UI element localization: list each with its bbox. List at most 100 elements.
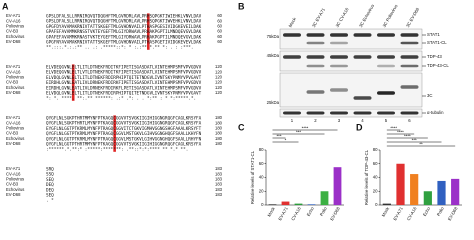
virus-name: Echovirus xyxy=(6,85,24,90)
bar xyxy=(294,203,303,205)
panel-label: A xyxy=(2,1,9,11)
sig-label: ** xyxy=(419,142,423,147)
band xyxy=(353,55,372,59)
sig-label: *** xyxy=(412,138,417,143)
virus-name: CV-A16 xyxy=(6,69,21,74)
lane-number: 2 xyxy=(314,118,317,123)
x-tick-label: Echo xyxy=(306,206,316,218)
virus-name: Echovirus xyxy=(6,136,24,141)
lane-label: 3C Echovirus xyxy=(358,3,375,28)
position: 183 xyxy=(215,177,223,182)
sig-label: *** xyxy=(296,130,301,135)
virus-name: CV-A16 xyxy=(6,120,21,125)
virus-name: CV-B3 xyxy=(6,29,19,34)
position: 180 xyxy=(215,141,223,146)
x-tick-label: EV-A71 xyxy=(277,206,289,222)
sequence: QYGFLNLSGKPTHRTLMYNFPTKAGQCGGVVTSVGKIIGI… xyxy=(46,121,202,127)
band xyxy=(400,33,419,37)
sequence: QYGFLNLSGKPTHRTMMYNFPTKAGQCGGVVTSVGKIIGI… xyxy=(46,116,202,122)
bar xyxy=(410,174,419,205)
band xyxy=(353,96,372,100)
virus-name: Echovirus xyxy=(6,34,24,39)
y-tick-label: 20 xyxy=(373,188,378,193)
position: 183 xyxy=(215,166,223,171)
position: 120 xyxy=(215,80,223,85)
band xyxy=(377,111,395,115)
band xyxy=(400,55,419,59)
band xyxy=(330,111,348,115)
sequence: GPGFDYAVAMAKRNIVTATTSKGEFTMLGVHDNVAILPTH… xyxy=(46,24,202,30)
virus-name: CV-B3 xyxy=(6,131,19,136)
virus-name: EV-D68 xyxy=(6,90,21,95)
position: 183 xyxy=(215,187,223,192)
panel-label: C xyxy=(238,122,245,132)
lane-label: 3C EV-D68 xyxy=(405,6,420,28)
band xyxy=(400,85,419,89)
virus-name: CV-A16 xyxy=(6,171,21,176)
y-tick-label: 20 xyxy=(259,188,264,193)
band xyxy=(306,55,325,59)
x-tick-label: Polio xyxy=(436,206,445,217)
sequence: GPAFEFAVAMMKRNSSTVKTEYGEFTMLGIYDRWAVLPRH… xyxy=(46,29,202,35)
virus-name: Poliovirus xyxy=(6,177,24,182)
blot-panel xyxy=(279,72,423,108)
virus-name: Echovirus xyxy=(6,187,24,192)
position: 180 xyxy=(215,115,223,120)
lane-number: 6 xyxy=(408,118,411,123)
sequence: GPAFEFAVAMMKRNASTVKTEYGEFTMLGIYDRWAVLPRH… xyxy=(46,34,202,40)
band xyxy=(330,41,348,45)
band xyxy=(353,33,372,37)
band xyxy=(306,90,325,94)
consensus: . * xyxy=(46,198,54,204)
band xyxy=(377,64,395,68)
sequence: ELVDQLGVNLELTLITLDTNEKFRDIRPHIPTQITETNDG… xyxy=(46,75,202,81)
x-tick-label: Echo xyxy=(422,206,432,218)
x-tick-label: EV-D68 xyxy=(329,206,341,222)
sequence: ELVDEQGVNLELTLITLDTNEKFRDITKFIPETISGASDA… xyxy=(46,65,202,71)
virus-name: EV-A71 xyxy=(6,166,21,171)
sig-label: **** xyxy=(404,134,411,139)
band xyxy=(306,64,325,68)
bar xyxy=(382,203,391,205)
highlight xyxy=(113,115,116,152)
virus-name: Poliovirus xyxy=(6,75,24,80)
virus-name: EV-A71 xyxy=(6,115,21,120)
sequence: GPSLDFALSLLRRNIRQVQTDQGHFTMLGVRDRLAVLPRH… xyxy=(46,14,202,20)
virus-name: CV-A16 xyxy=(6,18,21,23)
sequence: QYGFLNLGGTPTKRMLMYNFPTRAGQCGGVLMSTGKVLGI… xyxy=(46,136,202,142)
y-tick-label: 40 xyxy=(373,175,378,180)
y-tick-label: 80 xyxy=(259,147,264,152)
bar xyxy=(333,167,342,205)
sequence: ELVDEQGVNLELTLVTLDTNEKFRDITKFIPETISGASDA… xyxy=(46,70,202,76)
band xyxy=(283,55,301,59)
blot-panel xyxy=(279,50,423,72)
band xyxy=(330,64,348,68)
panel-label: D xyxy=(356,122,363,132)
consensus: :******.*.**:* :*****:*******: .**::*:*:… xyxy=(46,147,188,153)
band-label: TDP-43 xyxy=(427,54,442,59)
y-tick-label: 40 xyxy=(259,175,264,180)
x-tick-label: CV-A16 xyxy=(406,206,418,222)
x-tick-label: Mock xyxy=(381,205,391,217)
band-label: STAT1-CL xyxy=(427,40,447,45)
lane-number: 1 xyxy=(291,118,294,123)
virus-name: EV-D68 xyxy=(6,141,21,146)
band-label: α-tubulin xyxy=(427,110,444,115)
sequence: SRQ xyxy=(46,167,54,173)
virus-name: EV-D68 xyxy=(6,192,21,197)
position: 60 xyxy=(217,39,222,44)
lane-label: 3C CV-A16 xyxy=(335,6,350,28)
virus-name: EV-A71 xyxy=(6,13,21,18)
bar xyxy=(423,191,432,205)
figure: A B C D EV-A71 GPSLDFALSLLRRNIRQVQTDQGHFTMLGV… xyxy=(2,1,462,222)
band xyxy=(306,111,325,115)
position: 60 xyxy=(217,24,222,29)
virus-name: CV-B3 xyxy=(6,80,19,85)
bar xyxy=(307,204,316,205)
lane-label: 3C EV-A71 xyxy=(311,7,326,28)
sequence: DEQ xyxy=(46,182,54,188)
sequence: EYGFLNLGGTPTKRMLMYNFPTRAGQCGGVITCTGKVIGM… xyxy=(46,126,202,132)
sig-label: **** xyxy=(302,126,309,131)
position: 120 xyxy=(215,75,223,80)
sequence: GPSLDFALSLLRRNIRQVQTDQGHFTMLGVRDRLAVLPRH… xyxy=(46,19,202,25)
